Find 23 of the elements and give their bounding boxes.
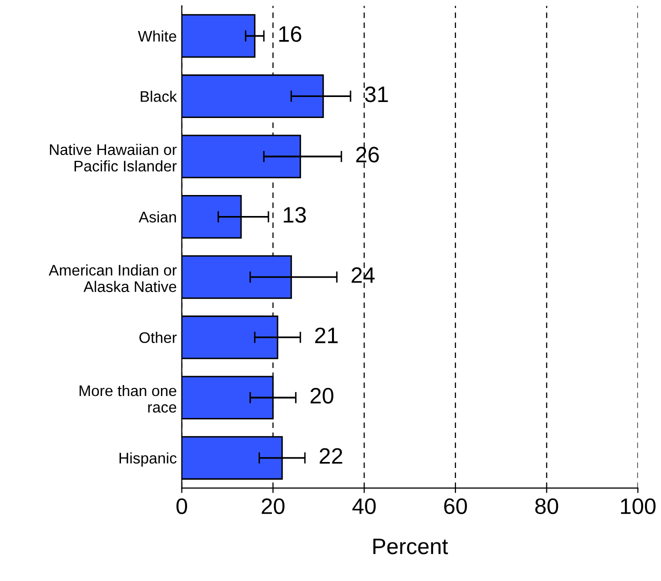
y-tick-label: Hispanic [120, 452, 177, 467]
y-tick-label: Other [139, 332, 177, 344]
data-label: 22 [320, 448, 342, 464]
data-label: 31 [365, 86, 388, 102]
x-axis-title: Percent [373, 538, 448, 554]
data-label: 16 [279, 26, 302, 42]
x-tick-label: 60 [444, 498, 467, 514]
y-tick-label: Native Hawaiian or Pacific Islander [50, 144, 177, 172]
data-label: 13 [284, 207, 306, 223]
data-label: 21 [315, 328, 338, 344]
y-tick-label: White [138, 30, 176, 42]
x-tick-label: 40 [352, 498, 376, 514]
y-tick-label: More than one race [80, 384, 176, 413]
data-label: 26 [356, 146, 379, 162]
data-label: 24 [352, 267, 375, 283]
y-tick-label: Black [140, 90, 177, 102]
data-label: 20 [310, 388, 334, 404]
x-tick-label: 20 [262, 498, 284, 514]
y-tick-label: Asian [138, 211, 176, 222]
y-tick-label: American Indian or Alaska Native [48, 264, 177, 292]
x-tick-label: 80 [535, 498, 558, 514]
x-tick-label: 0 [176, 498, 188, 514]
x-tick-label: 100 [621, 498, 656, 514]
